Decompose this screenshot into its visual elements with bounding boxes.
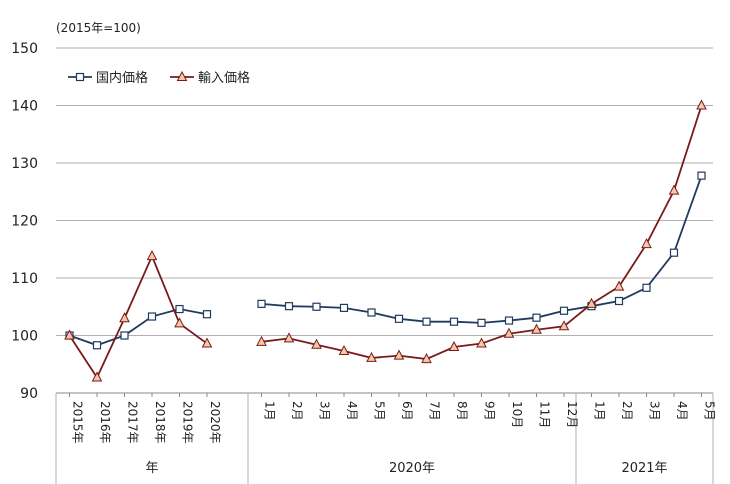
x-tick-label: 6月 (400, 401, 414, 421)
data-point-square (257, 299, 266, 308)
data-point-square (312, 302, 321, 311)
data-point-square (669, 248, 679, 257)
data-point-square (449, 317, 459, 326)
x-tick-label: 4月 (675, 401, 689, 421)
x-tick-label: 2月 (620, 401, 634, 421)
series-import-price (64, 99, 707, 382)
data-point-triangle (146, 250, 158, 261)
x-tick-label: 2月 (290, 401, 304, 421)
data-point-triangle (531, 323, 542, 334)
data-point-square (92, 341, 102, 350)
data-point-square (422, 317, 431, 326)
data-point-triangle (448, 340, 460, 351)
y-axis: 90 100 110 120 130 140 150 (11, 41, 38, 402)
x-tick-label: 9月 (483, 401, 497, 421)
y-tick-label: 100 (11, 329, 38, 345)
data-point-square (504, 316, 514, 325)
data-point-triangle (586, 297, 597, 308)
x-tick-label: 5月 (703, 401, 717, 421)
data-point-triangle (696, 99, 707, 110)
data-point-triangle (668, 184, 680, 195)
x-tick-label: 4月 (345, 401, 359, 421)
series-domestic-price (65, 171, 706, 350)
x-tick-label: 1月 (263, 401, 277, 421)
data-point-square (642, 283, 651, 292)
data-point-square (75, 72, 85, 82)
x-tick-label: 2019年 (181, 401, 195, 444)
legend-label: 国内価格 (96, 70, 148, 86)
x-tick-label: 2016年 (98, 401, 112, 444)
legend-label: 輸入価格 (198, 70, 250, 86)
x-tick-label: 8月 (455, 401, 469, 421)
y-tick-label: 90 (20, 386, 38, 402)
x-tick-label: 10月 (510, 401, 524, 428)
data-point-triangle (366, 351, 377, 362)
unit-label: (2015年=100) (56, 21, 141, 35)
y-tick-label: 130 (11, 156, 38, 172)
data-point-square (394, 314, 404, 323)
legend-item: 国内価格 (68, 70, 148, 86)
y-tick-label: 140 (11, 99, 38, 115)
x-tick-label: 3月 (648, 401, 662, 421)
x-tick-label: 11月 (538, 401, 552, 428)
data-point-triangle (64, 329, 75, 340)
data-point-square (120, 331, 129, 340)
y-tick-label: 120 (11, 214, 38, 230)
x-tick-label: 2018年 (153, 401, 167, 444)
x-tick-label: 2017年 (126, 401, 140, 444)
data-point-triangle (201, 337, 213, 348)
data-point-triangle (558, 320, 570, 331)
data-point-triangle (393, 349, 405, 360)
data-point-triangle (283, 332, 295, 343)
data-point-triangle (613, 280, 625, 291)
data-point-square (532, 313, 541, 322)
data-point-square (614, 296, 624, 306)
x-group-label: 2021年 (621, 461, 667, 476)
x-tick-label: 3月 (318, 401, 332, 421)
data-point-triangle (176, 70, 188, 81)
x-tick-label: 2015年 (71, 401, 85, 444)
legend-item: 輸入価格 (170, 70, 250, 86)
y-tick-label: 110 (11, 271, 38, 287)
x-tick-label: 2020年 (208, 401, 222, 444)
x-tick-label: 5月 (373, 401, 387, 421)
data-point-square (367, 308, 376, 317)
x-group-label: 年 (145, 461, 158, 476)
x-tick-label: 1月 (593, 401, 607, 421)
series-line (69, 308, 208, 347)
x-tick-label: 7月 (428, 401, 442, 421)
data-point-square (147, 312, 157, 321)
data-point-triangle (641, 238, 652, 249)
data-point-triangle (311, 338, 322, 349)
data-point-square (339, 303, 349, 312)
data-point-triangle (476, 337, 487, 348)
data-point-triangle (174, 317, 185, 328)
data-point-square (175, 304, 184, 314)
y-tick-label: 150 (11, 41, 38, 57)
data-point-triangle (91, 371, 103, 382)
x-axis: 2015年 2016年 2017年 2018年 2019年 2020年 1月 2月 3月 4月 5月… (55, 393, 717, 484)
series-line (68, 253, 208, 380)
series-line (261, 175, 703, 324)
data-point-square (697, 171, 706, 180)
data-point-square (477, 318, 486, 327)
grid-lines (56, 47, 713, 394)
data-point-square (559, 306, 569, 315)
legend: 国内価格 輸入価格 (68, 70, 250, 86)
data-point-triangle (338, 344, 350, 356)
data-point-triangle (503, 327, 515, 338)
data-point-square (284, 302, 294, 311)
data-point-triangle (421, 353, 432, 364)
data-point-triangle (256, 335, 267, 346)
data-point-square (202, 310, 212, 319)
x-tick-label: 12月 (565, 401, 579, 428)
series-layer (64, 99, 707, 382)
data-point-triangle (119, 312, 130, 323)
x-group-label: 2020年 (389, 461, 435, 476)
